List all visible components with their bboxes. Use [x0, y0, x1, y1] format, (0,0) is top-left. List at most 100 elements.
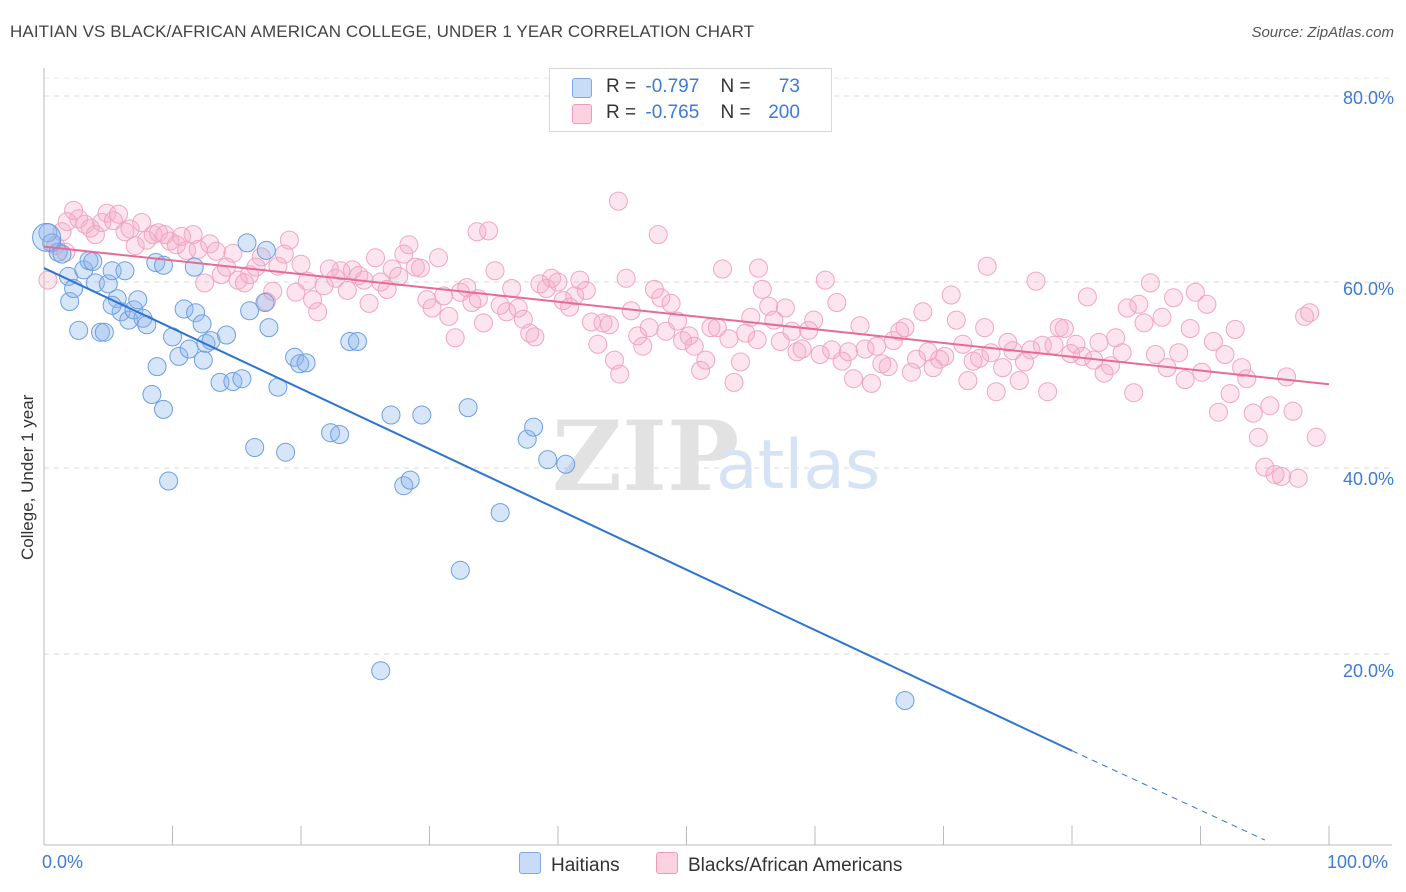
x-tick-label: 0.0%	[42, 852, 84, 872]
haitian-point	[296, 353, 316, 373]
haitian-trend-line	[43, 267, 1073, 752]
black-point	[867, 336, 887, 356]
black-point	[377, 279, 397, 299]
black-point	[1152, 307, 1172, 327]
black-point	[195, 273, 215, 293]
black-point	[1180, 319, 1200, 338]
black-point	[610, 364, 630, 384]
black-point	[422, 298, 442, 318]
haitian-point	[256, 240, 276, 260]
haitian-point	[330, 425, 350, 444]
black-point	[1009, 371, 1029, 391]
data-points	[32, 191, 1326, 710]
black-point	[696, 350, 716, 370]
haitian-point	[232, 369, 252, 389]
black-point	[80, 218, 100, 238]
haitian-point	[193, 350, 213, 370]
black-point	[1272, 466, 1291, 486]
haitian-point	[91, 322, 110, 342]
black-point	[1038, 382, 1058, 402]
black-point	[497, 302, 517, 322]
black-point	[651, 288, 671, 308]
black-point	[394, 244, 414, 264]
black-point	[286, 282, 306, 302]
black-point	[878, 357, 898, 377]
black-point	[691, 360, 711, 380]
black-point	[1277, 367, 1297, 387]
black-point	[502, 279, 522, 298]
black-point	[782, 321, 802, 341]
black-point	[570, 270, 590, 290]
black-point	[1306, 427, 1326, 447]
haitian-point	[115, 261, 135, 281]
haitian-point	[147, 357, 167, 377]
black-point	[291, 254, 311, 274]
haitian-point	[524, 417, 544, 437]
black-point	[411, 258, 430, 278]
black-point	[1203, 332, 1223, 351]
haitian-point	[285, 347, 305, 367]
black-point	[633, 336, 653, 356]
black-point	[1026, 271, 1046, 291]
haitian-point	[458, 398, 478, 418]
black-point	[1066, 334, 1086, 354]
haitian-point	[119, 310, 139, 330]
black-point	[608, 191, 628, 211]
black-point	[85, 225, 105, 245]
black-point	[752, 279, 772, 299]
haitian-point	[32, 222, 62, 252]
bottom-legend-swatch-haitians	[519, 852, 541, 874]
legend-n-label: N =	[720, 102, 751, 123]
haitian-point	[517, 429, 537, 449]
black-point	[474, 313, 493, 333]
haitian-point	[538, 450, 558, 470]
watermark-atlas: atlas	[716, 426, 880, 505]
y-tick-label: 20.0%	[1342, 661, 1394, 681]
axes	[43, 68, 1392, 846]
black-point	[713, 259, 732, 279]
haitian-point	[450, 560, 470, 580]
haitian-point	[217, 325, 236, 345]
bottom-legend-swatch-blacks	[656, 852, 678, 874]
black-point	[593, 313, 613, 333]
black-point	[1049, 318, 1069, 338]
black-point	[838, 342, 858, 362]
black-point	[1015, 352, 1034, 372]
black-point	[92, 213, 112, 232]
black-point	[862, 373, 881, 393]
black-point	[1255, 457, 1275, 477]
legend-r-label: R =	[606, 102, 637, 123]
black-point	[815, 270, 835, 290]
black-point	[337, 280, 357, 300]
black-point	[38, 270, 58, 290]
black-point	[389, 266, 409, 286]
black-point	[1260, 396, 1280, 416]
black-point	[804, 310, 824, 330]
black-point	[977, 256, 997, 276]
black-point	[907, 349, 926, 369]
black-point	[775, 298, 795, 318]
black-point	[279, 230, 299, 250]
haitian-point	[142, 385, 162, 404]
black-point	[125, 236, 145, 256]
black-point	[844, 369, 863, 389]
haitian-point	[348, 332, 367, 351]
haitian-point	[412, 405, 432, 425]
watermark-zip: ZIP	[552, 400, 739, 513]
black-point	[308, 302, 328, 322]
haitian-point	[556, 454, 576, 474]
black-point	[513, 309, 533, 329]
black-point	[1215, 345, 1235, 364]
black-point	[679, 326, 699, 346]
black-point	[75, 214, 95, 234]
haitian-point	[490, 503, 510, 523]
black-point	[1220, 384, 1240, 404]
black-point	[183, 225, 203, 245]
black-point	[1288, 468, 1308, 488]
haitian-point	[245, 438, 265, 457]
haitian-point	[290, 354, 310, 374]
black-point	[1112, 343, 1132, 363]
black-point	[986, 382, 1006, 402]
black-point	[520, 323, 540, 343]
black-point	[1124, 383, 1144, 403]
